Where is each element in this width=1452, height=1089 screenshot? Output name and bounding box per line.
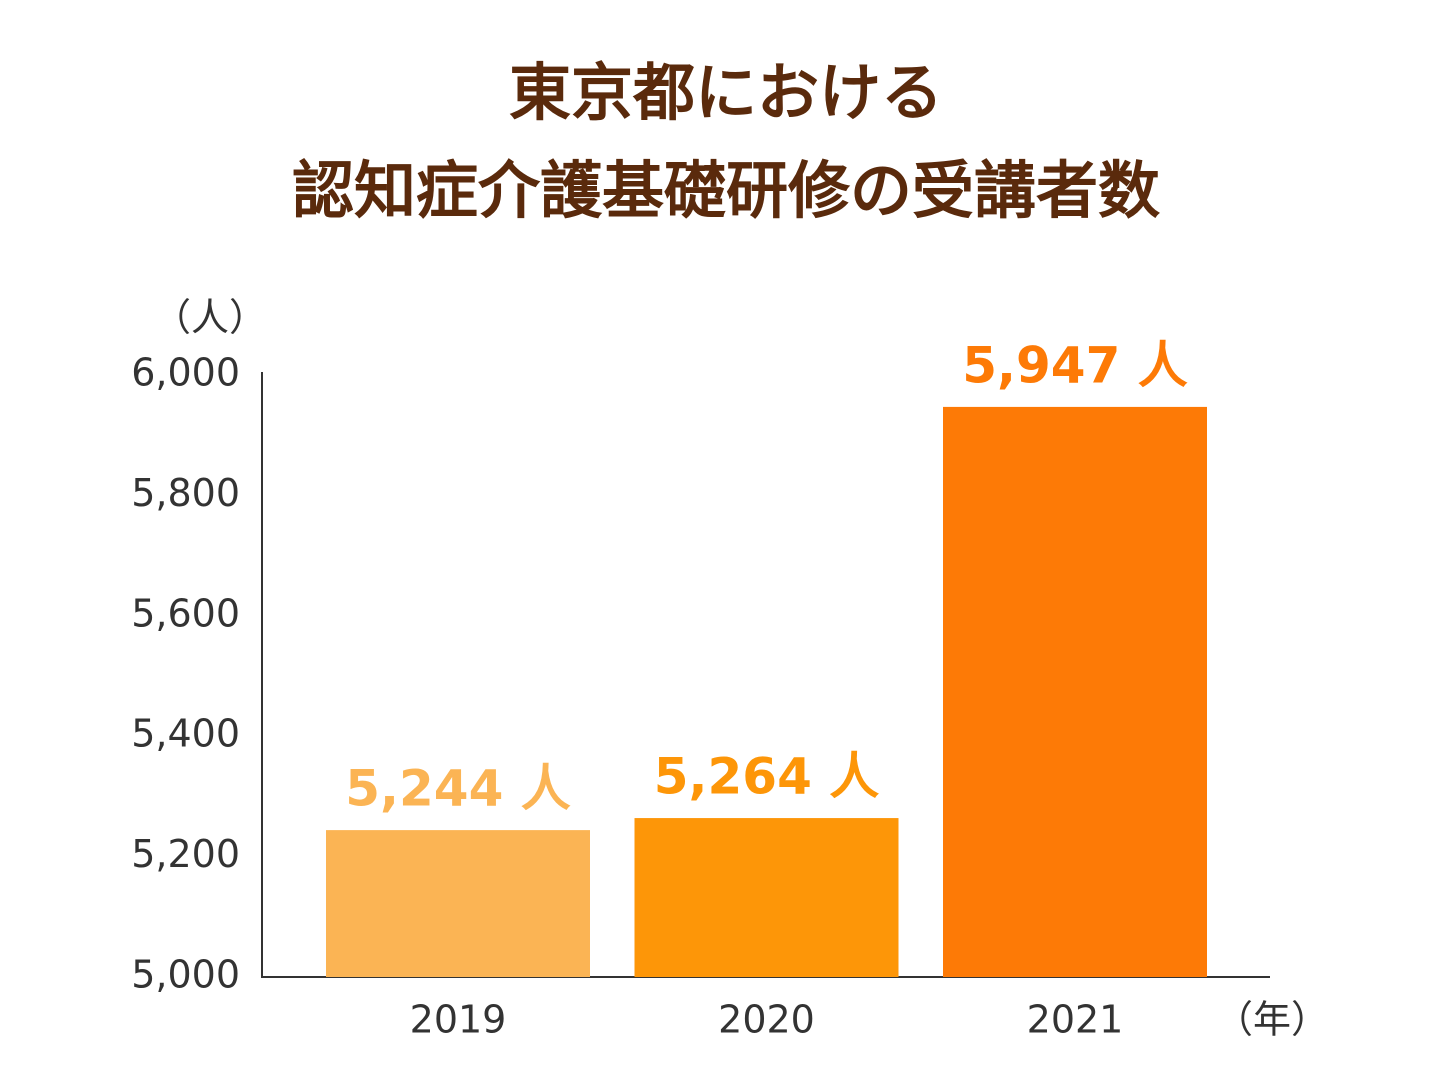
y-tick-label: 5,600 (131, 591, 240, 635)
y-tick-label: 5,800 (131, 471, 240, 515)
chart-title: 認知症介護基礎研修の受講者数 (292, 154, 1160, 227)
value-label: 5,264 人 (654, 748, 880, 806)
y-tick-label: 5,400 (131, 712, 240, 756)
value-label: 5,947 人 (962, 336, 1188, 394)
chart-title: 東京都における (509, 56, 943, 129)
bar (326, 830, 590, 977)
x-axis-unit: （年） (1215, 998, 1329, 1042)
y-axis-unit: （人） (153, 296, 267, 340)
x-tick-label: 2021 (1027, 998, 1124, 1042)
y-tick-label: 5,000 (131, 953, 240, 997)
value-label: 5,244 人 (345, 760, 571, 818)
y-tick-label: 6,000 (131, 351, 240, 395)
bar (634, 818, 899, 977)
bar (943, 406, 1207, 977)
x-tick-label: 2020 (718, 998, 815, 1042)
y-tick-label: 5,200 (131, 832, 240, 876)
x-tick-label: 2019 (410, 998, 507, 1042)
